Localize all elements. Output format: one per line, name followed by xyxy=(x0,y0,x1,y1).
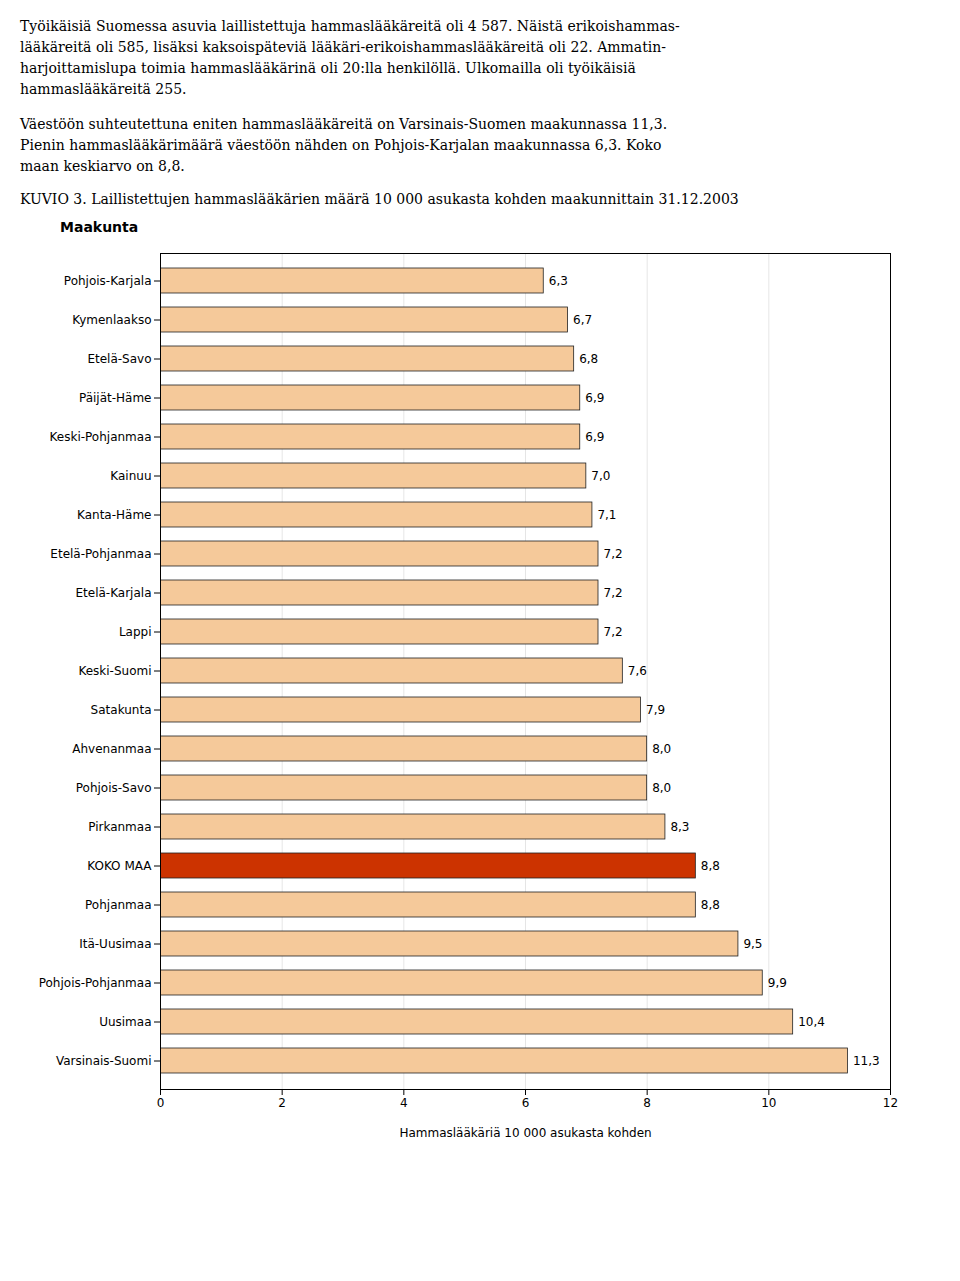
svg-text:6: 6 xyxy=(522,1096,530,1110)
svg-text:10,4: 10,4 xyxy=(798,1015,825,1029)
svg-text:Lappi: Lappi xyxy=(119,625,152,639)
svg-text:Pirkanmaa: Pirkanmaa xyxy=(88,820,151,834)
svg-text:4: 4 xyxy=(400,1096,408,1110)
svg-text:2: 2 xyxy=(278,1096,286,1110)
svg-text:Pohjois-Karjala: Pohjois-Karjala xyxy=(64,274,152,288)
svg-text:8,0: 8,0 xyxy=(652,781,671,795)
svg-text:9,5: 9,5 xyxy=(743,937,762,951)
html-text:Väestöön suhteutettuna eniten: Väestöön suhteutettuna eniten hammaslääk… xyxy=(20,116,668,174)
svg-text:Etelä-Savo: Etelä-Savo xyxy=(87,352,151,366)
svg-text:Pohjois-Savo: Pohjois-Savo xyxy=(76,781,152,795)
svg-text:7,9: 7,9 xyxy=(646,703,665,717)
svg-text:7,2: 7,2 xyxy=(604,586,623,600)
svg-text:Etelä-Pohjanmaa: Etelä-Pohjanmaa xyxy=(50,547,151,561)
svg-text:8,3: 8,3 xyxy=(670,820,689,834)
svg-text:8,0: 8,0 xyxy=(652,742,671,756)
svg-text:Kainuu: Kainuu xyxy=(110,469,151,483)
svg-text:6,9: 6,9 xyxy=(585,391,604,405)
svg-text:7,0: 7,0 xyxy=(591,469,610,483)
svg-text:12: 12 xyxy=(883,1096,898,1110)
svg-text:Pohjanmaa: Pohjanmaa xyxy=(85,898,151,912)
svg-text:6,8: 6,8 xyxy=(579,352,598,366)
svg-text:Keski-Pohjanmaa: Keski-Pohjanmaa xyxy=(50,430,152,444)
svg-text:Etelä-Karjala: Etelä-Karjala xyxy=(75,586,151,600)
svg-text:11,3: 11,3 xyxy=(853,1054,880,1068)
svg-text:Ahvenanmaa: Ahvenanmaa xyxy=(72,742,151,756)
svg-text:7,2: 7,2 xyxy=(604,547,623,561)
svg-text:Hammaslääkäriä 10 000 asukasta: Hammaslääkäriä 10 000 asukasta kohden xyxy=(399,1126,651,1140)
svg-text:7,1: 7,1 xyxy=(597,508,616,522)
svg-text:8: 8 xyxy=(643,1096,651,1110)
svg-text:7,2: 7,2 xyxy=(604,625,623,639)
svg-text:Itä-Uusimaa: Itä-Uusimaa xyxy=(79,937,151,951)
svg-text:Satakunta: Satakunta xyxy=(91,703,152,717)
svg-text:Kymenlaakso: Kymenlaakso xyxy=(72,313,151,327)
svg-text:Uusimaa: Uusimaa xyxy=(99,1015,151,1029)
html-text:KUVIO 3. Laillistettujen hamma: KUVIO 3. Laillistettujen hammaslääkärien… xyxy=(20,191,739,207)
svg-text:0: 0 xyxy=(157,1096,165,1110)
svg-text:Päijät-Häme: Päijät-Häme xyxy=(79,391,152,405)
svg-text:Kanta-Häme: Kanta-Häme xyxy=(77,508,151,522)
svg-text:10: 10 xyxy=(761,1096,776,1110)
svg-text:6,9: 6,9 xyxy=(585,430,604,444)
svg-text:Varsinais-Suomi: Varsinais-Suomi xyxy=(56,1054,152,1068)
svg-text:9,9: 9,9 xyxy=(768,976,787,990)
svg-text:6,7: 6,7 xyxy=(573,313,592,327)
svg-text:8,8: 8,8 xyxy=(701,859,720,873)
svg-text:KOKO MAA: KOKO MAA xyxy=(87,859,152,873)
svg-text:6,3: 6,3 xyxy=(549,274,568,288)
html-text:Työikäisiä Suomessa asuvia lai: Työikäisiä Suomessa asuvia laillistettuj… xyxy=(20,18,680,97)
svg-text:7,6: 7,6 xyxy=(628,664,647,678)
svg-text:Keski-Suomi: Keski-Suomi xyxy=(78,664,151,678)
html-text:Maakunta: Maakunta xyxy=(60,219,139,235)
svg-text:8,8: 8,8 xyxy=(701,898,720,912)
svg-text:Pohjois-Pohjanmaa: Pohjois-Pohjanmaa xyxy=(39,976,152,990)
